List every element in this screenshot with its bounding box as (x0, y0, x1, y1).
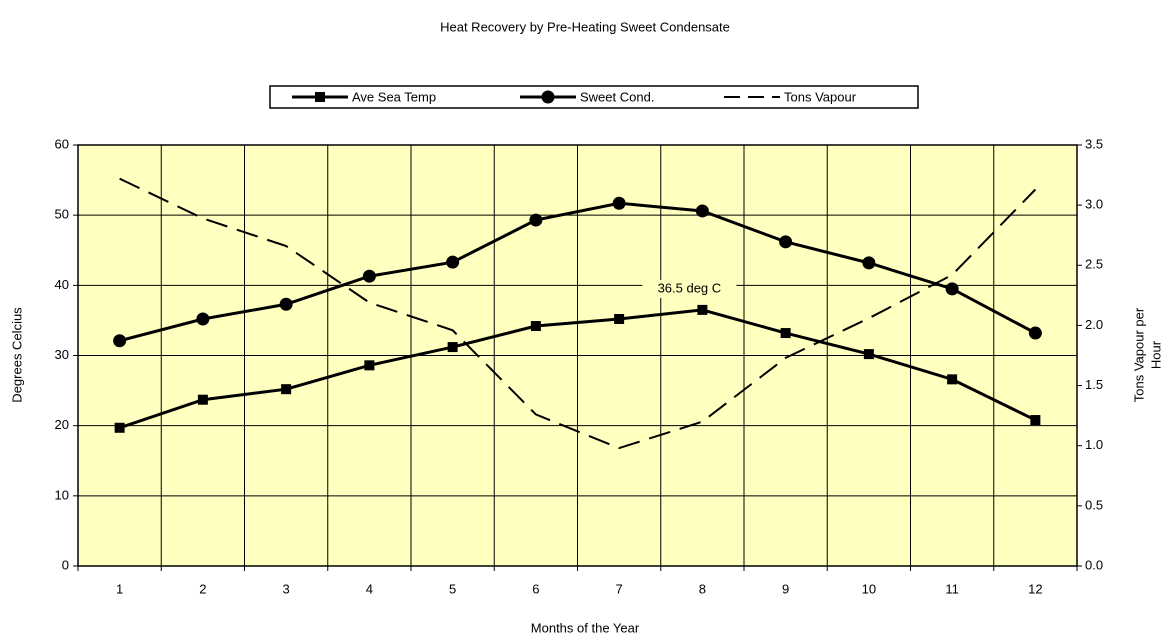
series-line (119, 201, 1037, 343)
marker-circle (113, 334, 127, 348)
legend-label: Sweet Cond. (580, 89, 654, 104)
marker-circle (779, 235, 793, 249)
y2-tick-label: 3.5 (1085, 136, 1103, 151)
y-tick-label: 10 (55, 487, 69, 502)
marker-square (1030, 415, 1041, 426)
marker-square (863, 349, 874, 360)
marker-circle (695, 204, 709, 218)
marker-circle (362, 269, 376, 283)
legend-box (269, 85, 919, 109)
y-tick-label: 0 (62, 557, 69, 572)
x-axis-label: Months of the Year (531, 620, 640, 635)
x-tick-label: 3 (283, 581, 290, 596)
marker-circle (446, 255, 460, 269)
x-tick-label: 12 (1028, 581, 1042, 596)
marker-square (780, 328, 791, 339)
legend-marker (315, 92, 325, 102)
marker-circle (196, 312, 210, 326)
y2-tick-label: 1.0 (1085, 437, 1103, 452)
legend-label: Ave Sea Temp (352, 89, 436, 104)
marker-square (281, 384, 292, 395)
series-line (119, 308, 1037, 430)
marker-square (530, 321, 541, 332)
x-tick-label: 5 (449, 581, 456, 596)
y-tick-label: 30 (55, 347, 69, 362)
y2-tick-label: 1.5 (1085, 377, 1103, 392)
x-tick-label: 9 (782, 581, 789, 596)
y-axis-label: Degrees Celcius (9, 307, 24, 403)
x-tick-label: 10 (862, 581, 876, 596)
marker-square (114, 422, 125, 433)
legend-marker (541, 90, 555, 104)
y2-tick-label: 2.5 (1085, 257, 1103, 272)
x-tick-label: 7 (616, 581, 623, 596)
x-tick-label: 2 (199, 581, 206, 596)
marker-square (364, 360, 375, 371)
y-tick-label: 50 (55, 207, 69, 222)
y2-tick-label: 0.5 (1085, 497, 1103, 512)
annotation: 36.5 deg C (658, 280, 722, 295)
marker-circle (862, 256, 876, 270)
annotation-bg (642, 279, 737, 298)
marker-square (614, 314, 625, 325)
marker-circle (279, 297, 293, 311)
y2-axis-label: Hour (1148, 340, 1163, 369)
plot-border (77, 144, 1078, 567)
marker-square (947, 374, 958, 385)
x-tick-label: 6 (532, 581, 539, 596)
marker-circle (529, 213, 543, 227)
marker-circle (945, 282, 959, 296)
x-tick-label: 11 (945, 581, 959, 596)
y-tick-label: 40 (55, 277, 69, 292)
chart-title: Heat Recovery by Pre-Heating Sweet Conde… (440, 19, 730, 34)
marker-square (447, 342, 458, 353)
x-tick-label: 1 (116, 581, 123, 596)
y-tick-label: 60 (55, 136, 69, 151)
marker-circle (612, 196, 626, 210)
y2-axis-label: Tons Vapour per (1131, 307, 1146, 402)
legend-label: Tons Vapour (784, 89, 857, 104)
marker-circle (1028, 326, 1042, 340)
marker-square (197, 394, 208, 405)
series-line (119, 177, 1037, 450)
x-tick-label: 8 (699, 581, 706, 596)
y2-tick-label: 2.0 (1085, 317, 1103, 332)
y2-tick-label: 3.0 (1085, 197, 1103, 212)
x-tick-label: 4 (366, 581, 373, 596)
y-tick-label: 20 (55, 417, 69, 432)
y2-tick-label: 0.0 (1085, 557, 1103, 572)
marker-square (697, 304, 708, 315)
